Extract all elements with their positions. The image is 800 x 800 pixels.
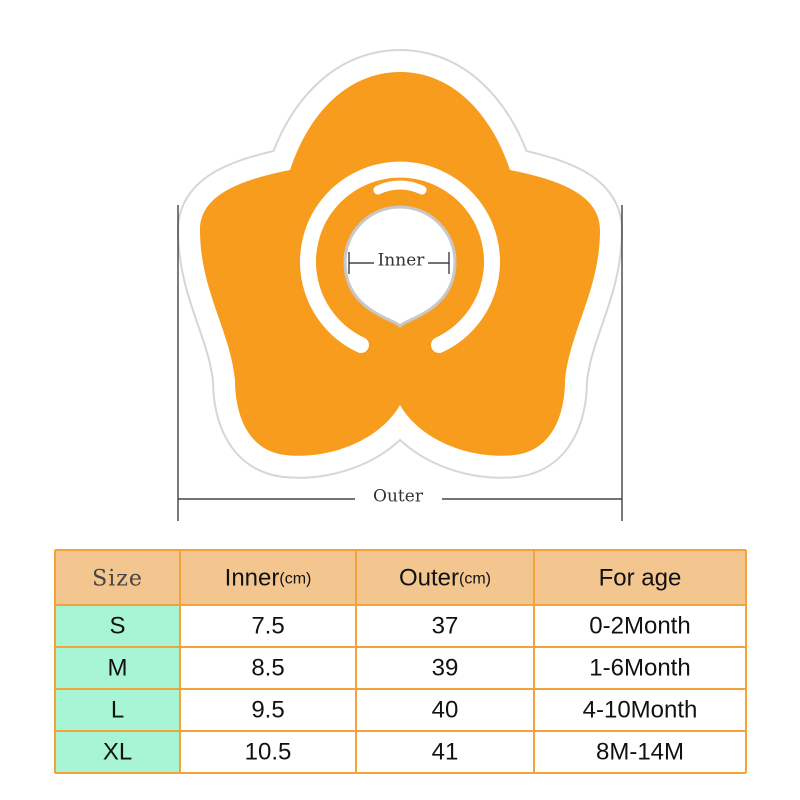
table-cell: XL xyxy=(103,738,132,765)
header-unit: (cm) xyxy=(279,571,311,588)
inner-label: Inner xyxy=(378,251,426,271)
header-cell: For age xyxy=(599,565,682,592)
header-text: Inner xyxy=(225,565,280,592)
table-cell: 41 xyxy=(432,738,459,765)
header-text: For age xyxy=(599,565,682,592)
header-cell: Size xyxy=(92,567,143,592)
table-cell: 9.5 xyxy=(251,696,284,723)
table-cell: 0-2Month xyxy=(589,612,690,639)
slot xyxy=(373,180,427,195)
table-cell: 40 xyxy=(432,696,459,723)
table-cell: 7.5 xyxy=(251,612,284,639)
table-cell: 37 xyxy=(432,612,459,639)
header-text: Size xyxy=(92,567,143,592)
collar-diagram xyxy=(177,49,623,479)
table-cell: L xyxy=(111,696,124,723)
header-unit: (cm) xyxy=(459,571,491,588)
table-cell: 4-10Month xyxy=(583,696,698,723)
table-cell: M xyxy=(108,654,128,681)
header-bg xyxy=(55,550,746,605)
table-cell: 8.5 xyxy=(251,654,284,681)
neck-hole xyxy=(343,205,457,329)
white-ring xyxy=(300,161,500,353)
dimension-lines xyxy=(177,205,623,521)
header-text: Outer xyxy=(399,565,459,592)
header-cell: Inner(cm) xyxy=(225,565,312,592)
table-cell: 8M-14M xyxy=(596,738,684,765)
outer-label: Outer xyxy=(373,487,424,507)
table-cell: 10.5 xyxy=(245,738,292,765)
header-cell: Outer(cm) xyxy=(399,565,491,592)
table-cell: S xyxy=(109,612,125,639)
table-cell: 39 xyxy=(432,654,459,681)
table-cell: 1-6Month xyxy=(589,654,690,681)
